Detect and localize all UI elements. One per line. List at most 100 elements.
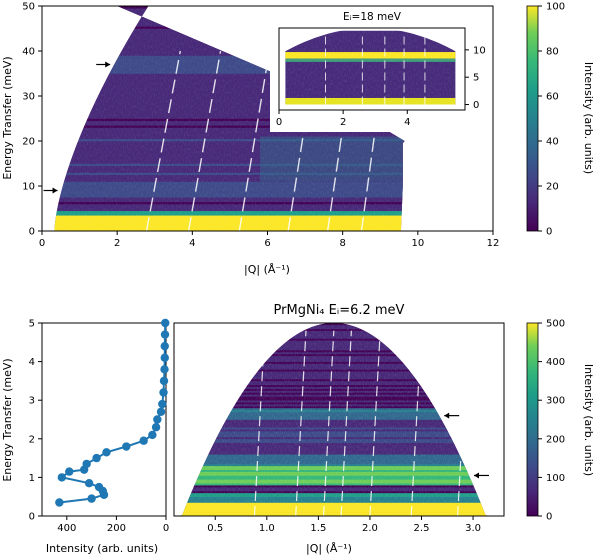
cut-point [65, 467, 73, 475]
cut-y-axis: 0 1 2 3 4 5 [29, 319, 42, 523]
top-arrow [96, 62, 110, 68]
top-heatmap-row [42, 24, 493, 27]
cut-point [82, 460, 90, 468]
top-colorbar-tick-label: 20 [546, 182, 559, 193]
top-x-tick-label: 0 [39, 238, 45, 249]
top-heatmap-row [42, 11, 493, 14]
cut-point [58, 473, 66, 481]
top-colorbar-tick-label: 100 [546, 2, 565, 13]
top-colorbar-gradient [527, 6, 538, 231]
cut-point [161, 342, 169, 350]
cut-point [160, 365, 168, 373]
cut-point [102, 448, 110, 456]
inset-x-tick-label: 2 [340, 117, 346, 128]
top-heatmap-row [42, 8, 493, 11]
bottom-colorbar-ticks: 0 100 200 300 400 500 [538, 319, 565, 523]
top-colorbar-tick-label: 80 [546, 47, 559, 58]
cut-point [153, 415, 161, 423]
inset-label: Eᵢ=18 meV [343, 11, 402, 23]
cut-point [139, 437, 147, 445]
cut-x-tick-label: 400 [57, 523, 76, 534]
bottom-heatmap-rows [174, 321, 504, 516]
cut-point [85, 479, 93, 487]
bottom-colorbar-tick-label: 500 [546, 319, 565, 330]
top-x-axis-label: |Q| (Å⁻¹) [244, 263, 290, 276]
top-heatmap-row [42, 15, 493, 18]
top-y-tick-label: 20 [22, 137, 35, 148]
top-x-tick-label: 8 [339, 238, 345, 249]
cut-y-tick-label: 1 [29, 473, 35, 484]
inset-y-tick-label: 10 [473, 45, 486, 56]
top-x-tick-label: 4 [189, 238, 195, 249]
top-y-tick-label: 50 [22, 2, 35, 13]
cut-y-tick-label: 0 [29, 512, 35, 523]
bottom-colorbar-tick-label: 200 [546, 434, 565, 445]
cut-y-tick-label: 5 [29, 319, 35, 330]
bottom-x-tick-label: 2.0 [362, 523, 378, 534]
bottom-heatmap-image [174, 321, 504, 516]
bottom-colorbar-tick-label: 100 [546, 473, 565, 484]
cut-point [55, 498, 63, 506]
bottom-x-tick-label: 0.5 [207, 523, 223, 534]
bottom-colorbar: 0 100 200 300 400 500 Intensity (arb. units) [527, 319, 595, 523]
cut-point [95, 483, 103, 491]
top-y-tick-label: 40 [22, 47, 35, 58]
bottom-x-tick-label: 1.5 [310, 523, 326, 534]
top-heatmap-row [42, 22, 493, 25]
cut-point [161, 354, 169, 362]
bottom-x-tick-label: 3.0 [465, 523, 481, 534]
top-colorbar-label: Intensity (arb. units) [582, 62, 595, 174]
inset-y-tick-label: 5 [473, 73, 479, 84]
inset-panel: Eᵢ=18 meV 0 2 4 0 5 10 [270, 11, 486, 132]
cut-point [159, 388, 167, 396]
bottom-x-tick-label: 1.0 [259, 523, 275, 534]
top-colorbar-ticks: 020406080100 [538, 2, 565, 238]
cut-y-tick-label: 2 [29, 434, 35, 445]
top-y-tick-label: 30 [22, 92, 35, 103]
inset-y-tick-label: 0 [473, 100, 479, 111]
top-heatmap-row [42, 29, 493, 32]
top-colorbar-tick-label: 40 [546, 137, 559, 148]
cut-point [161, 330, 169, 338]
bottom-x-tick-label: 2.5 [414, 523, 430, 534]
bottom-colorbar-gradient [527, 323, 538, 516]
bottom-colorbar-tick-label: 0 [546, 512, 552, 523]
cut-x-axis: 400 200 0 [57, 516, 169, 534]
cut-point [158, 400, 166, 408]
top-heatmap-row [42, 20, 493, 23]
top-heatmap-row [42, 17, 493, 20]
top-colorbar-tick-label: 60 [546, 92, 559, 103]
bottom-title: PrMgNi₄ Eᵢ=6.2 meV [274, 303, 405, 318]
cut-point [160, 377, 168, 385]
bottom-arrow [444, 413, 459, 419]
top-heatmap-row [42, 33, 493, 36]
top-y-tick-label: 10 [22, 182, 35, 193]
cut-point [87, 494, 95, 502]
cut-y-axis-label: Energy Transfer (meV) [1, 358, 14, 481]
bottom-x-axis: 0.5 1.0 1.5 2.0 2.5 3.0 [207, 516, 481, 534]
top-y-axis: 0 10 20 30 40 50 [22, 2, 42, 238]
top-heatmap-row [42, 13, 493, 16]
energy-cut-panel: 400 200 0 0 1 2 3 4 5 Intensity (arb. units) En… [1, 319, 169, 556]
bottom-colorbar-label: Intensity (arb. units) [582, 364, 595, 476]
bottom-heatmap-panel: 0.5 1.0 1.5 2.0 2.5 3.0 PrMgNi₄ Eᵢ=6.2 meV |Q… [174, 303, 504, 555]
inset-x-tick-label: 0 [276, 117, 282, 128]
cut-point [157, 408, 165, 416]
top-heatmap-row [42, 35, 493, 38]
top-x-tick-label: 10 [411, 238, 424, 249]
cut-line [59, 323, 165, 502]
inset-x-tick-label: 4 [404, 117, 410, 128]
cut-y-tick-label: 4 [29, 357, 35, 368]
top-x-axis: 0 2 4 6 8 10 12 [39, 231, 500, 249]
cut-y-tick-label: 3 [29, 396, 35, 407]
cut-x-tick-label: 0 [163, 523, 169, 534]
cut-point [148, 431, 156, 439]
top-arrow [44, 188, 58, 194]
bottom-heatmap-noise [174, 323, 504, 516]
cut-point [152, 423, 160, 431]
top-heatmap-panel: 0 2 4 6 8 10 12 01020304050 |Q| (Å⁻¹) Energy T… [1, 2, 499, 277]
top-y-axis-label: Energy Transfer (meV) [1, 56, 14, 179]
top-y-tick-label: 0 [29, 227, 35, 238]
top-x-tick-label: 2 [114, 238, 120, 249]
